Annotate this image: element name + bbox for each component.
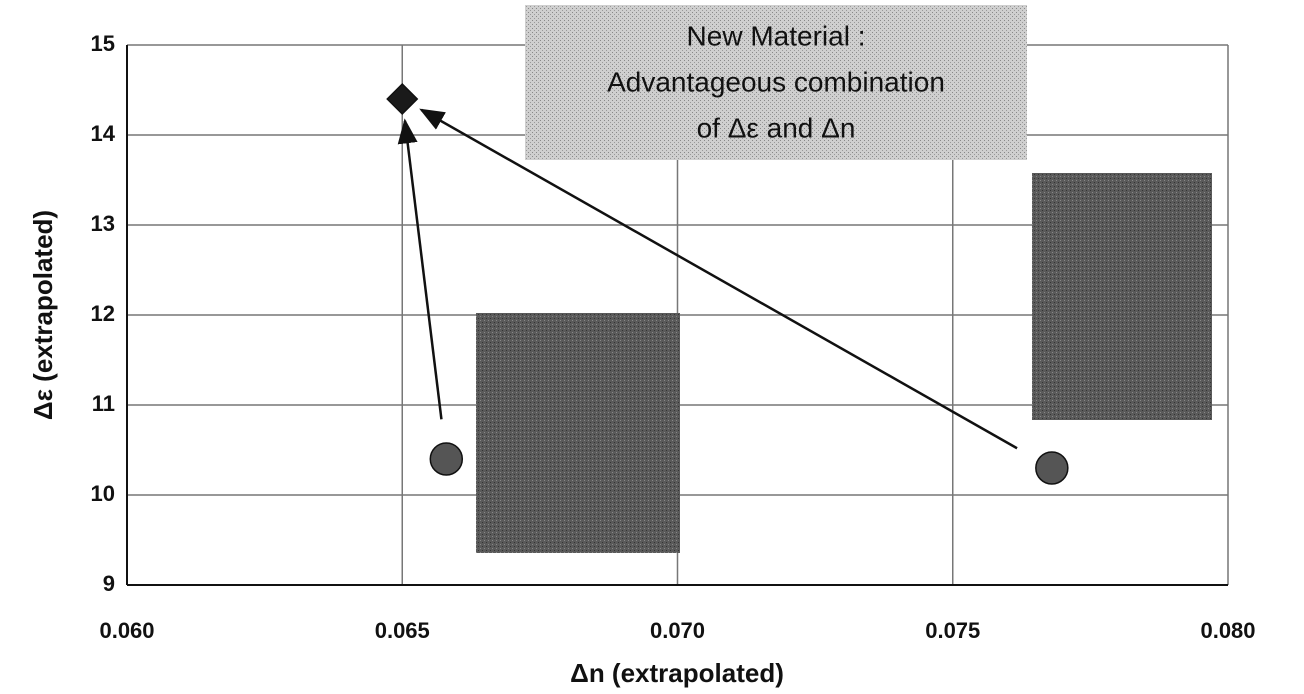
y-tick-label: 12	[91, 301, 115, 326]
arrow	[397, 118, 443, 420]
structure-image	[1032, 173, 1212, 420]
x-tick-label: 0.070	[650, 618, 705, 643]
data-point	[386, 82, 419, 116]
y-tick-label: 9	[103, 571, 115, 596]
arrow	[419, 108, 1018, 450]
annotation-box	[525, 5, 1027, 160]
x-tick-label: 0.065	[375, 618, 430, 643]
data-point	[1035, 451, 1069, 485]
annotation: New Material :	[687, 20, 866, 51]
annotation: of Δε and Δn	[697, 112, 856, 143]
structure-image	[476, 313, 680, 553]
x-axis-title: Δn (extrapolated)	[570, 658, 784, 688]
y-tick-label: 15	[91, 31, 115, 56]
x-tick-label: 0.060	[99, 618, 154, 643]
y-tick-label: 13	[91, 211, 115, 236]
annotation: Advantageous combination	[607, 66, 945, 97]
x-tick-label: 0.080	[1200, 618, 1255, 643]
x-tick-label: 0.075	[925, 618, 980, 643]
y-tick-label: 10	[91, 481, 115, 506]
y-tick-label: 11	[92, 391, 115, 416]
data-point	[429, 442, 464, 476]
y-tick-label: 14	[91, 121, 116, 146]
y-axis-title: Δε (extrapolated)	[28, 210, 58, 420]
